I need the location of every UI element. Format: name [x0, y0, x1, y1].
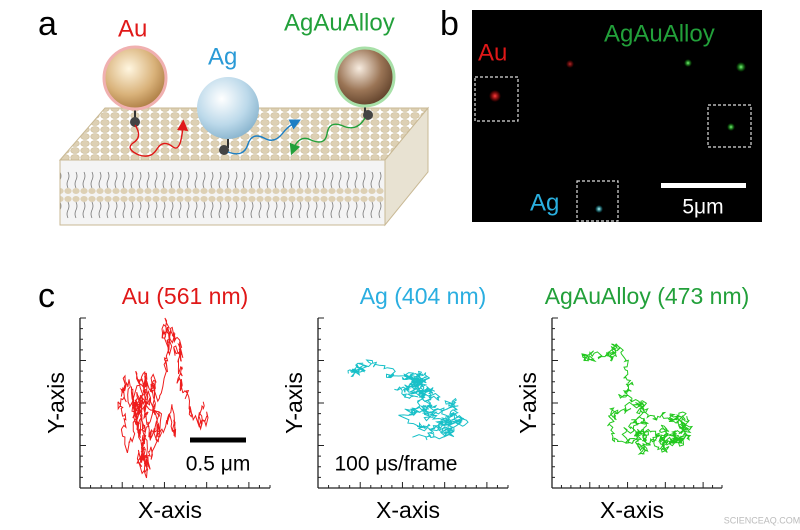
plot-title: AgAuAlloy (473 nm)	[545, 283, 750, 309]
image-label: Au	[478, 39, 507, 66]
plot-title: Au (561 nm)	[122, 283, 249, 309]
plot-title: Ag (404 nm)	[360, 283, 487, 309]
axis-label: X-axis	[138, 497, 202, 523]
plots: Au (561 nm) Y-axis X-axis Ag (404 nm) Y-axis…	[43, 283, 749, 523]
frame-rate: 100 μs/frame	[335, 453, 458, 476]
particle-label: AgAuAlloy	[284, 9, 395, 36]
image-label: AgAuAlloy	[604, 20, 715, 47]
scale-bar-label: 0.5 μm	[186, 453, 251, 476]
axis-label: X-axis	[600, 497, 664, 523]
membrane	[58, 106, 430, 227]
axis-label: Y-axis	[281, 372, 307, 434]
panel-label: b	[440, 5, 459, 43]
microscopy-image	[472, 10, 762, 222]
panel-label: c	[38, 277, 55, 315]
axis-label: Y-axis	[43, 372, 69, 434]
axis-label: X-axis	[376, 497, 440, 523]
particles	[102, 45, 396, 157]
trajectory	[347, 359, 469, 441]
panel-label: a	[38, 5, 57, 43]
watermark: SCIENCEAQ.COM	[724, 515, 800, 525]
trajectory	[117, 317, 209, 479]
trajectory	[581, 342, 694, 455]
particle-label: Ag	[208, 43, 237, 70]
axis-label: Y-axis	[515, 372, 541, 434]
particle-label: Au	[118, 15, 147, 42]
image-label: Ag	[530, 189, 559, 216]
scale-bar-label: 5μm	[682, 196, 723, 219]
